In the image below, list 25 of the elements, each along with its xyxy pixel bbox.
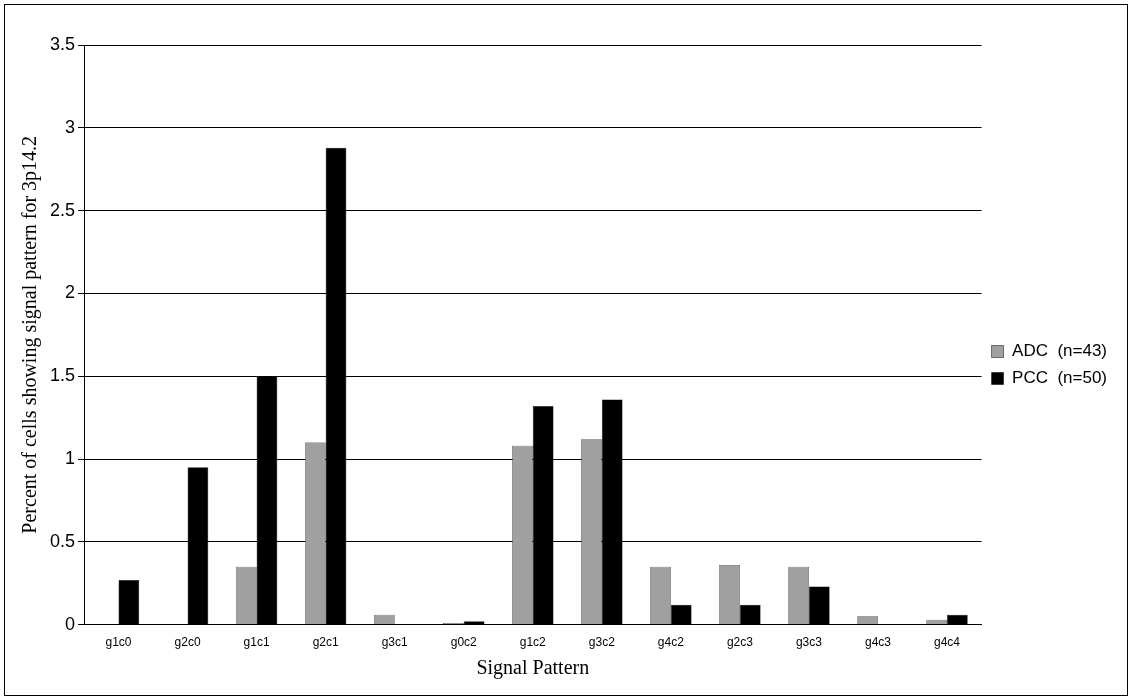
y-tick-label: 3.5 bbox=[49, 33, 76, 54]
y-tick-label: 2 bbox=[65, 282, 76, 303]
y-axis-title: Percent of cells showing signal pattern for 3p14.2 bbox=[18, 135, 42, 534]
y-tick-label: 1 bbox=[65, 447, 76, 468]
x-tick-label: g1c0 bbox=[105, 635, 132, 650]
x-tick-label: g4c4 bbox=[934, 635, 961, 650]
legend-label: PCC (n=50) bbox=[1012, 368, 1107, 388]
x-tick-label: g0c2 bbox=[450, 635, 478, 650]
x-tick-label: g3c1 bbox=[381, 635, 409, 650]
y-tick-label: 3 bbox=[65, 116, 76, 137]
x-axis-title: Signal Pattern bbox=[476, 656, 590, 680]
x-tick-label: g2c0 bbox=[174, 635, 201, 650]
x-tick-label: g2c3 bbox=[726, 635, 754, 650]
x-tick-label: g4c3 bbox=[864, 635, 892, 650]
y-tick-label: 0 bbox=[65, 613, 76, 634]
legend-label: ADC (n=43) bbox=[1012, 341, 1107, 361]
y-tick-label: 1.5 bbox=[49, 365, 76, 386]
x-tick-label: g1c2 bbox=[519, 635, 547, 650]
y-tick-label: 0.5 bbox=[49, 530, 76, 551]
x-tick-label: g1c1 bbox=[243, 635, 270, 650]
x-tick-label: g2c1 bbox=[312, 635, 339, 650]
x-tick-label: g3c3 bbox=[795, 635, 823, 650]
y-tick-label: 2.5 bbox=[49, 199, 76, 220]
x-tick-label: g3c2 bbox=[588, 635, 616, 650]
x-tick-label: g4c2 bbox=[657, 635, 685, 650]
